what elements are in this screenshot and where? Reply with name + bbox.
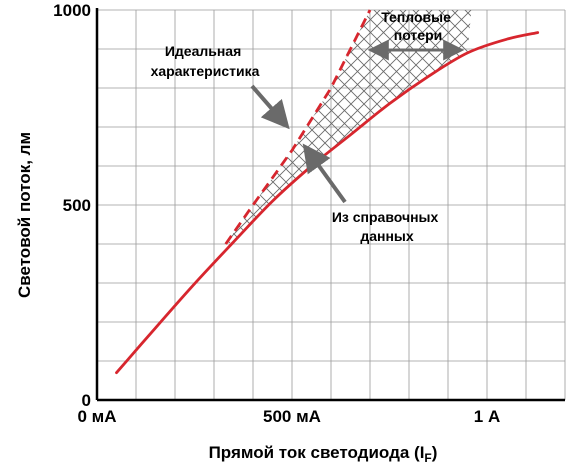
annotation-ideal: Идеальная характеристика [151,43,290,130]
annotation-datasheet-arrow [302,143,347,204]
annotation-datasheet-line-2: данных [360,228,414,244]
x-axis-label-subscript: F [424,451,431,465]
x-tick-label: 1 А [474,407,500,426]
annotation-datasheet: Из справочных данных [302,143,442,244]
tick-labels: 0 мА 500 мА 1 А 0 500 1000 [53,1,500,426]
series-line-ideal [224,9,372,245]
x-axis-label-main: Прямой ток светодиода (I [209,443,425,462]
annotation-heat-loss-line-2: потери [394,27,442,43]
svg-text:Тепловые потери: Тепловые потери [381,9,455,43]
annotation-heat-loss: Тепловые потери [367,9,465,61]
annotation-ideal-arrow [250,84,290,130]
y-tick-label: 1000 [53,1,91,20]
y-tick-label: 500 [63,196,91,215]
series-group [115,9,540,375]
svg-text:Идеальная характеристика: Идеальная характеристика [151,43,260,79]
x-tick-label: 0 мА [77,407,116,426]
annotation-ideal-line-2: характеристика [151,63,260,79]
annotation-heat-loss-line-1: Тепловые [381,9,451,25]
x-axis-label: Прямой ток светодиода (IF) [209,443,438,465]
x-tick-label: 500 мА [263,407,321,426]
svg-text:Из справочных данных: Из справочных данных [332,209,442,244]
axes [95,8,565,402]
annotation-datasheet-line-1: Из справочных [332,209,439,225]
series-line-datasheet [115,31,540,375]
annotation-ideal-line-1: Идеальная [165,43,241,59]
y-tick-label: 0 [82,391,91,410]
x-axis-label-close: ) [432,443,438,462]
y-axis-label: Световой поток, лм [15,132,34,298]
